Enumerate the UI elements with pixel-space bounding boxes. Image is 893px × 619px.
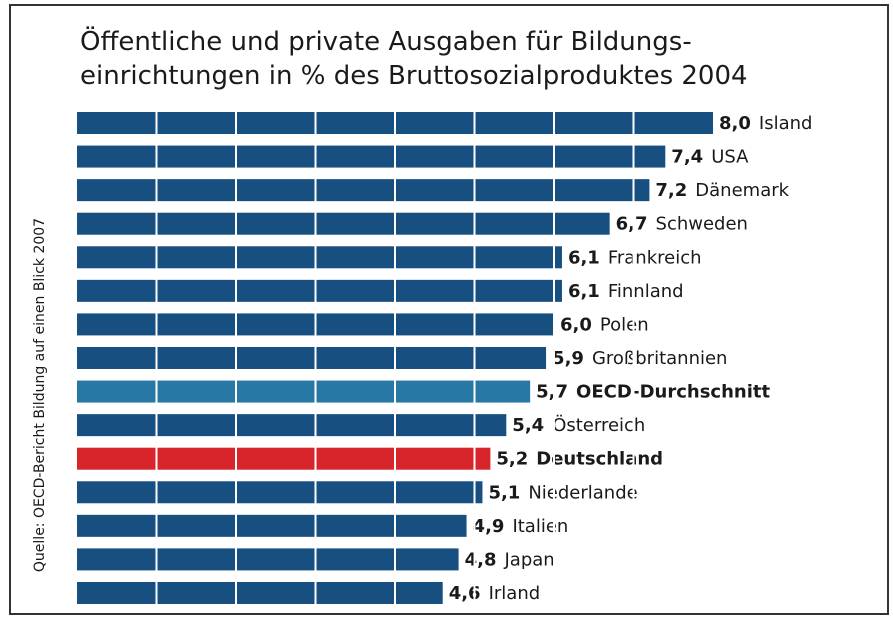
bar-label: 6,1 Finnland: [568, 281, 684, 302]
category-label: Italien: [512, 516, 568, 537]
bar: [77, 514, 467, 537]
category-label: Dänemark: [695, 180, 789, 201]
bar-label: 7,2 Dänemark: [655, 180, 789, 201]
bar-label: 6,0 Polen: [560, 314, 649, 335]
chart-title: einrichtungen in % des Bruttosozialprodu…: [80, 61, 748, 91]
bar: [77, 548, 459, 571]
value-label: 6,0: [560, 314, 592, 335]
value-label: 6,7: [616, 214, 648, 235]
category-label: Großbritannien: [592, 348, 728, 369]
value-label: 4,9: [473, 516, 505, 537]
bar-label: 6,7 Schweden: [616, 214, 748, 235]
category-label: Deutschland: [536, 449, 663, 470]
value-label: 8,0: [719, 113, 751, 134]
bar: [77, 279, 562, 302]
chart-title: Öffentliche und private Ausgaben für Bil…: [80, 25, 692, 57]
bar: [77, 380, 531, 403]
bar-label: 4,6 Irland: [449, 583, 540, 604]
category-label: Japan: [503, 549, 554, 570]
bar: [77, 246, 562, 269]
bar: [77, 346, 547, 369]
category-label: Polen: [600, 314, 649, 335]
bar: [77, 145, 666, 168]
bar-label: 6,1 Frankreich: [568, 247, 702, 268]
bar: [77, 481, 483, 504]
bar-label: 5,9 Großbritannien: [552, 348, 727, 369]
bar: [77, 212, 610, 235]
value-label: 5,9: [552, 348, 584, 369]
category-label: USA: [711, 147, 749, 168]
value-label: 7,4: [671, 147, 703, 168]
value-label: 5,4: [512, 415, 544, 436]
bar: [77, 179, 650, 202]
bar-label: 5,4 Österreich: [512, 414, 645, 436]
value-label: 5,1: [488, 482, 520, 503]
value-label: 4,6: [449, 583, 481, 604]
category-label: Österreich: [552, 414, 645, 436]
bar: [77, 581, 443, 604]
category-label: Finnland: [608, 281, 684, 302]
category-label: Irland: [489, 583, 541, 604]
bar-label: 5,1 Niederlande: [488, 482, 637, 503]
bar-label: 7,4 USA: [671, 147, 749, 168]
value-label: 4,8: [465, 549, 497, 570]
bar-label: 4,8 Japan: [465, 549, 555, 570]
category-label: Schweden: [656, 214, 748, 235]
value-label: 5,7: [536, 382, 568, 403]
source: Quelle: OECD-Bericht Bildung auf einen B…: [32, 218, 48, 572]
category-label: Frankreich: [608, 247, 702, 268]
value-label: 7,2: [655, 180, 687, 201]
value-label: 6,1: [568, 247, 600, 268]
category-label: Island: [759, 113, 813, 134]
category-label: OECD-Durchschnitt: [576, 382, 770, 403]
value-label: 6,1: [568, 281, 600, 302]
value-label: 5,2: [496, 449, 528, 470]
category-label: Niederlande: [528, 482, 637, 503]
bar: [77, 447, 491, 470]
bar: [77, 414, 507, 437]
bar-label: 5,7 OECD-Durchschnitt: [536, 382, 770, 403]
bar-label: 5,2 Deutschland: [496, 449, 663, 470]
bar-label: 8,0 Island: [719, 113, 812, 134]
